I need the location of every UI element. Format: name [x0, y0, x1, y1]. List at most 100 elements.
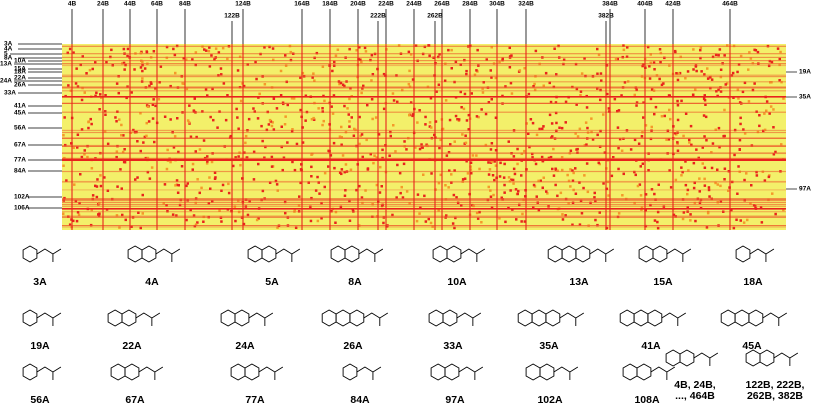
heat-cell	[165, 204, 168, 207]
heat-cell	[703, 73, 706, 76]
heat-cell	[252, 178, 256, 181]
heat-cell	[136, 140, 139, 143]
heat-cell	[653, 192, 656, 196]
heat-cell	[656, 226, 660, 230]
heat-col	[377, 44, 379, 230]
heat-cell	[72, 219, 75, 223]
heat-cell	[692, 186, 696, 190]
heat-cell	[702, 97, 706, 100]
heat-cell	[569, 185, 572, 188]
heat-cell	[461, 133, 464, 136]
heat-cell	[204, 49, 208, 52]
heat-cell	[137, 211, 140, 214]
heat-cell	[602, 113, 605, 116]
heat-row	[62, 81, 786, 83]
heat-cell	[340, 168, 344, 171]
heat-cell	[467, 113, 471, 117]
compound-label: 8A	[348, 276, 362, 288]
heat-cell	[208, 65, 212, 68]
heat-cell	[596, 47, 599, 51]
heat-cell	[261, 189, 265, 193]
heat-col	[156, 44, 158, 230]
heat-cell	[153, 140, 156, 144]
heat-cell	[189, 208, 192, 212]
heat-cell	[531, 121, 535, 125]
chain	[36, 366, 62, 380]
heat-cell	[678, 71, 682, 75]
heat-cell	[501, 57, 504, 60]
heat-cell	[394, 150, 397, 153]
row-label: 22A	[14, 75, 26, 82]
heat-cell	[399, 191, 402, 195]
heat-cell	[238, 55, 242, 58]
heat-cell	[360, 60, 363, 64]
heat-cell	[578, 127, 582, 131]
heat-cell	[99, 174, 102, 177]
heat-cell	[470, 172, 473, 175]
heat-cell	[698, 177, 701, 180]
heat-cell	[146, 105, 150, 108]
compound-label: 45A	[742, 340, 762, 352]
heat-cell	[437, 83, 441, 86]
heat-row	[62, 64, 786, 67]
ring	[342, 363, 358, 381]
heat-cell	[100, 96, 103, 99]
heat-cell	[344, 163, 348, 166]
heat-cell	[139, 66, 143, 69]
heat-cell	[714, 128, 717, 131]
compound-label: 122B, 222B,	[746, 379, 805, 391]
compound-label: 18A	[743, 276, 763, 288]
compound-label: 77A	[245, 394, 265, 406]
heat-cell	[649, 53, 652, 56]
heat-cell	[95, 185, 99, 188]
heat-cell	[355, 49, 358, 52]
row-label: 19A	[799, 69, 811, 76]
heat-cell	[430, 126, 433, 129]
heat-cell	[490, 160, 494, 163]
heat-cell	[763, 179, 767, 182]
heat-col	[729, 44, 731, 230]
heat-cell	[527, 92, 531, 96]
ring	[428, 309, 444, 327]
heat-cell	[639, 165, 642, 168]
heat-cell	[493, 178, 496, 182]
heat-cell	[279, 94, 283, 97]
heat-cell	[297, 210, 301, 213]
heat-cell	[680, 166, 683, 169]
column-label: 122B	[224, 13, 240, 20]
heat-cell	[600, 79, 603, 82]
heat-cell	[207, 49, 211, 53]
heat-cell	[83, 149, 86, 152]
heat-cell	[321, 65, 325, 68]
heat-cell	[360, 196, 364, 199]
heat-cell	[758, 114, 761, 117]
heat-cell	[706, 67, 709, 70]
heat-cell	[392, 124, 395, 127]
heat-cell	[569, 168, 572, 171]
heat-row	[62, 76, 786, 78]
heat-cell	[739, 54, 743, 58]
heat-cell	[575, 148, 578, 151]
heat-cell	[134, 178, 137, 181]
heat-cell	[143, 135, 147, 139]
ring	[622, 363, 638, 381]
heat-cell	[62, 164, 65, 167]
heat-row	[62, 170, 786, 173]
ring	[539, 363, 555, 381]
heat-cell	[617, 109, 621, 112]
heat-cell	[271, 121, 274, 124]
heat-cell	[539, 179, 542, 182]
heat-cell	[256, 117, 260, 120]
heat-cell	[599, 98, 602, 102]
heat-cell	[401, 196, 405, 199]
heat-cell	[293, 168, 297, 172]
heat-cell	[330, 105, 333, 108]
compound-label: 5A	[265, 276, 279, 288]
heat-cell	[211, 87, 214, 91]
heat-cell	[448, 118, 452, 122]
heat-cell	[657, 183, 660, 186]
heat-cell	[548, 81, 551, 85]
heat-cell	[512, 155, 516, 158]
heat-cell	[708, 76, 712, 79]
heat-cell	[392, 99, 396, 102]
